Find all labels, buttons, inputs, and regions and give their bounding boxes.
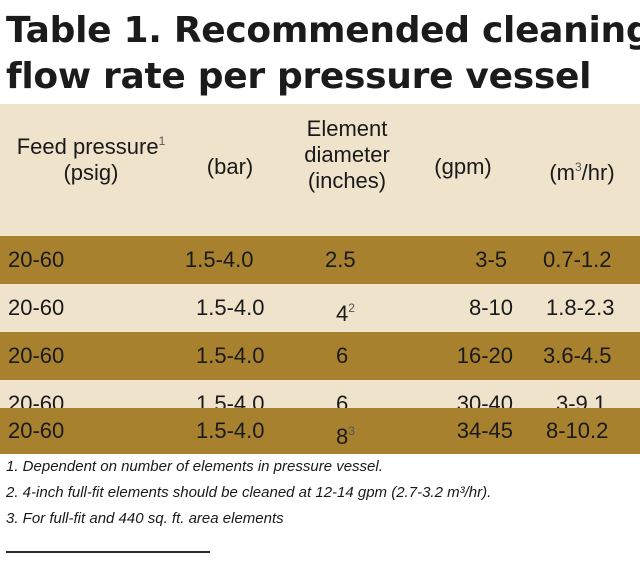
cell-diameter: 2.5	[325, 247, 356, 272]
cell-diameter: 42	[336, 301, 355, 326]
header-element-diameter: Element diameter (inches)	[304, 116, 390, 193]
table-title: Table 1. Recommended cleaning flow rate …	[6, 8, 640, 100]
header-gpm: (gpm)	[434, 154, 492, 179]
header-feed-pressure: Feed pressure1 (psig)	[6, 128, 176, 186]
header-m3hr: (m3/hr)	[549, 160, 615, 185]
footnote-marker: 3	[348, 424, 355, 438]
table-row: 20-60 1.5-4.0 42 8-10 1.8-2.3	[0, 284, 640, 332]
footnote-1: 1. Dependent on number of elements in pr…	[6, 458, 383, 475]
bottom-rule	[6, 551, 210, 553]
footnotes: 1. Dependent on number of elements in pr…	[6, 454, 636, 532]
cell-m3hr: 0.7-1.2	[543, 247, 612, 272]
cell-psig: 20-60	[8, 247, 65, 272]
cell-diameter: 83	[336, 424, 355, 449]
table-row: 20-60 1.5-4.0 83 34-45 8-10.2	[0, 408, 640, 454]
table-title-line-1: Table 1. Recommended cleaning	[6, 10, 640, 51]
cell-m3hr: 8-10.2	[546, 418, 609, 443]
table-row: 20-60 1.5-4.0 6 16-20 3.6-4.5	[0, 332, 640, 380]
cell-psig: 20-60	[8, 295, 65, 320]
cell-bar: 1.5-4.0	[196, 418, 265, 443]
cell-bar: 1.5-4.0	[185, 247, 254, 272]
header-psig: (psig)	[63, 160, 119, 185]
cell-gpm: 16-20	[456, 343, 513, 368]
cell-gpm: 34-45	[456, 418, 513, 443]
table-row: 20-60 1.5-4.0 2.5 3-5 0.7-1.2	[0, 236, 640, 284]
table-title-line-2: flow rate per pressure vessel	[6, 56, 592, 97]
cell-bar: 1.5-4.0	[196, 343, 265, 368]
cell-bar: 1.5-4.0	[196, 295, 265, 320]
footnote-3: 3. For full-fit and 440 sq. ft. area ele…	[6, 510, 284, 527]
header-bar: (bar)	[206, 154, 254, 179]
table-header: Feed pressure1 (psig) (bar) Element diam…	[0, 104, 640, 236]
cell-gpm: 3-5	[475, 247, 507, 272]
cell-diameter: 6	[336, 343, 349, 368]
cell-gpm: 8-10	[468, 295, 513, 320]
cell-m3hr: 1.8-2.3	[546, 295, 615, 320]
footnote-marker: 1	[158, 134, 166, 148]
cell-psig: 20-60	[8, 343, 65, 368]
cell-psig: 20-60	[8, 418, 65, 443]
footnote-marker: 2	[348, 301, 355, 315]
footnote-2: 2. 4-inch full-fit elements should be cl…	[6, 484, 492, 501]
cell-m3hr: 3.6-4.5	[543, 343, 612, 368]
